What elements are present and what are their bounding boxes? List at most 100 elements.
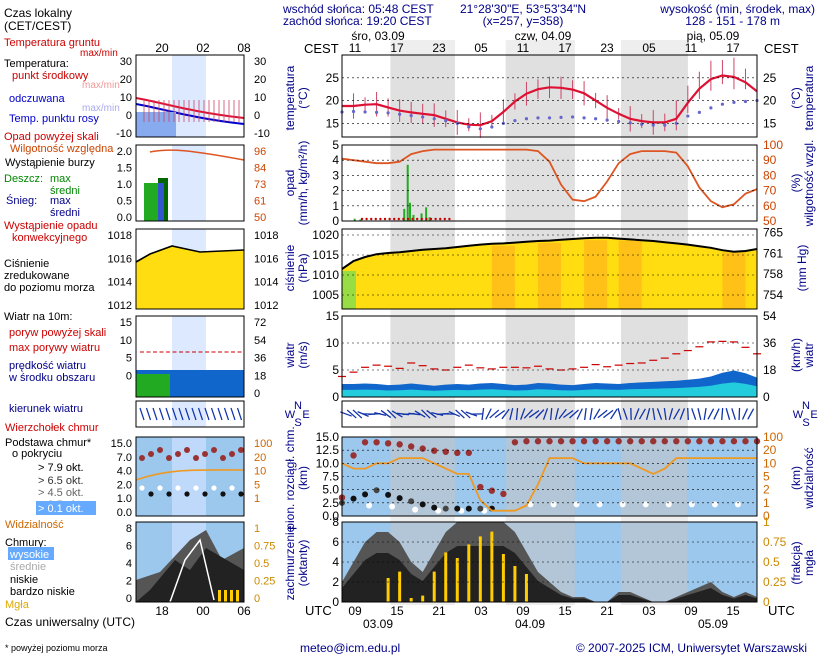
legend-rain-mean: średni <box>50 185 80 197</box>
legend-pressure-2: zredukowane <box>4 270 69 282</box>
rain-tick: 0 <box>332 214 339 228</box>
legend-snow-sample <box>158 183 164 221</box>
axis-label-hum: wilgotność wzgl. <box>802 140 816 228</box>
dew-point-dot <box>559 115 563 120</box>
cloud-top-dot <box>696 438 703 445</box>
visibility-tick: 5 <box>763 470 770 484</box>
cloud-base-dot <box>758 501 764 508</box>
wind-direction-arrow <box>421 409 431 419</box>
wind-direction-arrow <box>610 408 618 420</box>
wdir-N-right: N <box>802 400 810 412</box>
legend-cloud-tick-left: 0.0 <box>117 507 132 519</box>
legend-night-temp <box>172 55 206 137</box>
conv-marker <box>379 217 382 221</box>
legend-cloud-tick-left: 2.0 <box>117 479 132 491</box>
pressure-mmhg-tick: 761 <box>763 246 783 260</box>
cloud-top-dot <box>361 439 369 446</box>
fog-bar <box>386 578 390 602</box>
dew-point-dot <box>536 116 540 120</box>
legend-cover-tick-right: 0.75 <box>254 541 275 553</box>
legend-cloud-base-sample <box>148 491 154 497</box>
cloud-top-dot <box>673 438 680 445</box>
wind-direction-arrow <box>380 409 392 419</box>
legend-local-hour: 08 <box>237 41 251 55</box>
legend-snow-mean: średni <box>50 207 80 219</box>
wind-direction-arrow <box>520 408 526 420</box>
dew-point-dot <box>351 109 356 114</box>
legend-wind-tick-right: 72 <box>254 317 266 329</box>
wind-direction-arrow <box>721 407 724 421</box>
legend-okt-45: > 4.5 okt. <box>38 487 84 499</box>
panel-frame-wdir <box>341 400 758 428</box>
wind-direction-arrow <box>603 409 614 419</box>
wind-direction-arrow <box>374 412 387 416</box>
dew-point-dot <box>674 121 678 125</box>
conv-marker <box>434 217 437 221</box>
cloud-top-dot <box>384 440 392 447</box>
utc-hour-tick: 09 <box>684 604 698 618</box>
cloud-base-dot <box>734 501 741 508</box>
dew-point-dot <box>720 102 725 106</box>
legend-humidity-sample <box>149 149 245 161</box>
pressure-tick: 1020 <box>312 228 339 242</box>
legend-frame-cover <box>135 521 245 603</box>
legend-wind-tick-right: 54 <box>254 335 266 347</box>
legend-okt-01-highlight <box>36 501 96 515</box>
axis-label-cloud-unit: (km) <box>296 466 310 490</box>
conv-marker <box>360 217 364 221</box>
wind-direction-arrow <box>485 408 492 420</box>
rain-tick: 3 <box>332 168 339 182</box>
axis-label-temp-unit: (°C) <box>296 87 310 108</box>
wind-direction-arrow <box>558 408 567 420</box>
legend-cloud-tick-left: 7.0 <box>117 452 132 464</box>
cloud-base-dark-dot <box>454 505 461 512</box>
fog-tick: 0.25 <box>763 575 787 589</box>
legend-cloud-base-sample <box>229 485 235 491</box>
legend-cloud-base-sample <box>220 491 226 497</box>
wdir-E-left: E <box>302 409 309 421</box>
night-strip-1 <box>505 40 575 605</box>
legend-max-gust: max porywy wiatru <box>9 342 100 354</box>
local-hour-tick: 17 <box>558 41 572 55</box>
temp-tick-left: 20 <box>326 94 340 108</box>
cloud-tick: 15.0 <box>316 430 340 444</box>
pressure-gradient-band <box>491 245 515 309</box>
pressure-mmhg-tick: 754 <box>763 288 783 302</box>
wind-direction-arrow <box>494 409 506 419</box>
legend-rain-tick-right: 61 <box>254 196 266 208</box>
wind-direction-arrow <box>687 407 689 421</box>
utc-hour-tick: 21 <box>432 604 446 618</box>
legend-conv-1: Wystąpienie opadu <box>4 220 97 232</box>
utc-date-label: 05.09 <box>698 617 728 631</box>
wind-direction-arrow <box>448 410 461 418</box>
legend-local-hour: 02 <box>196 41 210 55</box>
pressure-area <box>342 237 757 309</box>
temp-tick-right: 25 <box>763 71 777 85</box>
legend-temp-tick-left: 0 <box>126 110 132 122</box>
humidity-line <box>341 148 758 209</box>
legend-wind-tick-left: 5 <box>126 353 132 365</box>
wdir-S-left: S <box>294 417 301 429</box>
pressure-gradient-band <box>537 243 562 309</box>
cloud-base-dark-dot <box>362 491 369 498</box>
cloud-top-dot <box>465 449 473 456</box>
pressure-gradient-band <box>722 252 746 309</box>
wind-direction-arrow <box>633 408 640 420</box>
legend-temp-tick-right: 30 <box>254 56 266 68</box>
conv-marker <box>416 217 419 221</box>
visibility-tick: 2 <box>763 483 770 497</box>
legend-cover-tick-left: 6 <box>126 541 132 553</box>
wind-direction-arrow <box>352 409 363 419</box>
dew-point-dot <box>709 106 713 110</box>
cloud-base-dark-dot <box>373 487 380 494</box>
temp-tick-left: 25 <box>326 71 340 85</box>
footer-email: meteo@icm.edu.pl <box>300 641 400 655</box>
wind-direction-arrow <box>741 408 749 420</box>
cover-tick: 0 <box>332 595 339 609</box>
utc-hour-tick: 21 <box>600 604 614 618</box>
legend-cloud-tick-right: 20 <box>254 452 266 464</box>
axis-label-cover: zachmurzenie <box>283 525 297 600</box>
dew-point-dot <box>490 125 494 129</box>
legend-wdir-sample <box>152 407 158 421</box>
local-hour-tick: 05 <box>474 41 488 55</box>
